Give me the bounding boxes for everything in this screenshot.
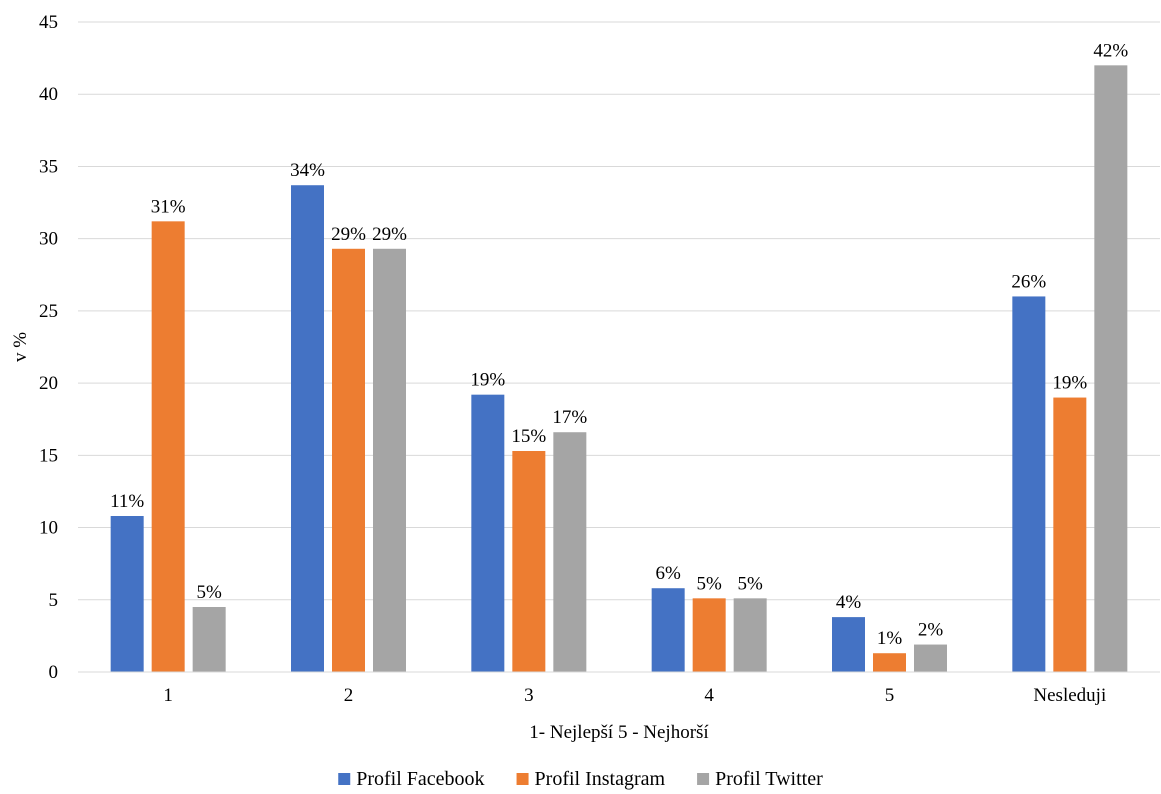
data-label: 15%	[511, 426, 546, 447]
bar	[192, 607, 226, 672]
x-tick-label: Nesleduji	[1033, 685, 1106, 706]
y-tick-label: 30	[39, 229, 58, 250]
data-label: 2%	[918, 620, 944, 641]
legend-swatch	[697, 773, 710, 785]
y-tick-label: 5	[49, 590, 59, 611]
data-label: 5%	[738, 573, 764, 594]
x-tick-label: 2	[344, 685, 354, 706]
bar	[332, 248, 365, 672]
x-axis-ticks: 1 2 3 4 5 Nesleduji	[163, 685, 1106, 706]
bar	[832, 617, 865, 672]
bar	[1053, 397, 1087, 672]
legend-label: Profil Facebook	[356, 768, 484, 790]
y-tick-label: 25	[39, 301, 58, 322]
data-label: 19%	[1052, 373, 1087, 394]
bars	[110, 65, 1128, 673]
bar	[651, 588, 685, 672]
bar	[110, 516, 144, 672]
data-label: 29%	[331, 224, 366, 245]
y-tick-label: 45	[39, 12, 58, 33]
gridlines	[78, 21, 1160, 601]
data-label: 31%	[151, 196, 186, 217]
legend-label: Profil Twitter	[715, 768, 823, 790]
legend-swatch	[338, 773, 351, 785]
bar	[1012, 296, 1046, 672]
data-labels: 11% 31% 5% 34% 29% 29% 19% 15% 17% 6% 5% 5% 4% 1% 2% 26…	[110, 40, 1128, 649]
x-tick-label: 3	[524, 685, 534, 706]
data-label: 6%	[656, 563, 682, 584]
y-axis-title: v %	[10, 332, 31, 362]
y-tick-label: 0	[49, 662, 59, 683]
data-label: 42%	[1093, 40, 1128, 61]
data-label: 11%	[110, 491, 144, 512]
bar	[512, 451, 546, 672]
bar	[291, 185, 324, 672]
x-axis-title: 1- Nejlepší 5 - Nejhorší	[529, 722, 709, 743]
bar	[914, 644, 947, 672]
x-tick-label: 1	[163, 685, 173, 706]
bar	[151, 221, 185, 673]
y-tick-label: 40	[39, 84, 58, 105]
y-tick-label: 35	[39, 156, 58, 177]
data-label: 5%	[697, 573, 723, 594]
legend-label: Profil Instagram	[535, 768, 666, 790]
data-label: 5%	[197, 582, 223, 603]
y-axis-ticks: 0 5 10 15 20 25 30 35 40 45	[39, 12, 58, 683]
data-label: 4%	[836, 592, 862, 613]
bar	[692, 598, 726, 672]
y-tick-label: 15	[39, 445, 58, 466]
data-label: 17%	[552, 407, 587, 428]
bar	[733, 598, 767, 672]
bar	[553, 432, 587, 672]
data-label: 29%	[372, 224, 407, 245]
x-tick-label: 4	[704, 685, 714, 706]
data-label: 34%	[290, 160, 325, 181]
data-label: 1%	[877, 628, 903, 649]
legend: Profil Facebook Profil Instagram Profil Tw…	[338, 768, 823, 790]
bar	[1094, 65, 1128, 673]
data-label: 19%	[470, 370, 505, 391]
data-label: 26%	[1011, 271, 1046, 292]
x-tick-label: 5	[885, 685, 895, 706]
y-tick-label: 20	[39, 373, 58, 394]
bar	[873, 653, 906, 672]
bar	[373, 248, 406, 672]
bar	[471, 394, 505, 672]
y-tick-label: 10	[39, 518, 58, 539]
legend-swatch	[516, 773, 529, 785]
